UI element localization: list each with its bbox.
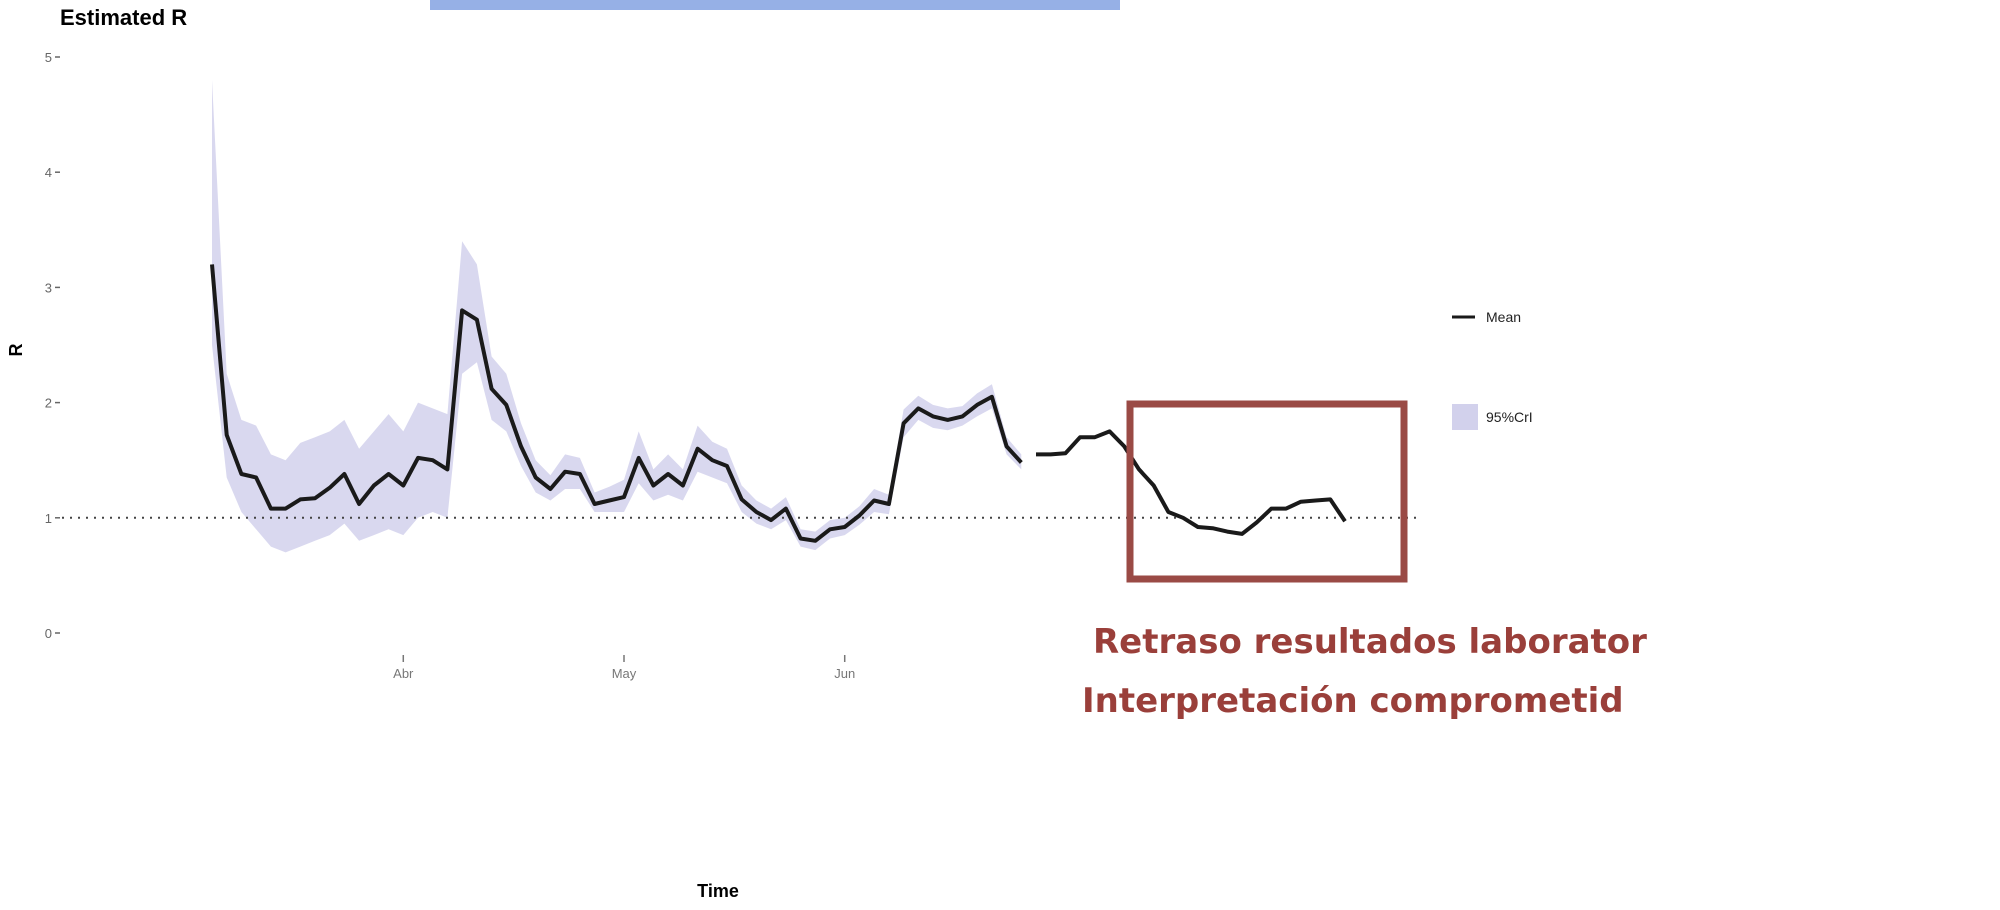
x-tick-label: Abr bbox=[393, 666, 414, 681]
chart-title: Estimated R bbox=[60, 5, 187, 30]
y-axis-label: R bbox=[6, 344, 26, 357]
band-area-0 bbox=[212, 80, 1022, 553]
legend-band-swatch bbox=[1452, 404, 1478, 430]
y-tick-label: 0 bbox=[45, 626, 52, 641]
cropped-header-fragment bbox=[430, 0, 1120, 10]
mean-lines bbox=[210, 264, 1347, 543]
annotation-line-1: Retraso resultados laborator bbox=[1093, 622, 1647, 662]
y-axis-ticks: 0 1 2 3 4 5 bbox=[45, 50, 60, 641]
y-tick-label: 3 bbox=[45, 280, 52, 295]
y-tick-label: 1 bbox=[45, 511, 52, 526]
x-axis-label: Time bbox=[697, 881, 739, 901]
x-tick-label: May bbox=[612, 666, 637, 681]
legend-mean-label: Mean bbox=[1486, 309, 1521, 325]
y-tick-label: 5 bbox=[45, 50, 52, 65]
x-axis-ticks: Abr May Jun bbox=[393, 655, 855, 681]
series-line-0 bbox=[210, 264, 1023, 543]
y-tick-label: 2 bbox=[45, 396, 52, 411]
y-tick-label: 4 bbox=[45, 165, 52, 180]
highlight-box bbox=[1126, 400, 1408, 583]
legend-band-label: 95%CrI bbox=[1486, 409, 1533, 425]
credible-interval-band bbox=[212, 80, 1022, 553]
legend: Mean 95%CrI bbox=[1452, 309, 1533, 430]
series-line-1 bbox=[1036, 429, 1347, 536]
annotation-line-2: Interpretación comprometid bbox=[1082, 681, 1624, 721]
x-tick-label: Jun bbox=[834, 666, 855, 681]
